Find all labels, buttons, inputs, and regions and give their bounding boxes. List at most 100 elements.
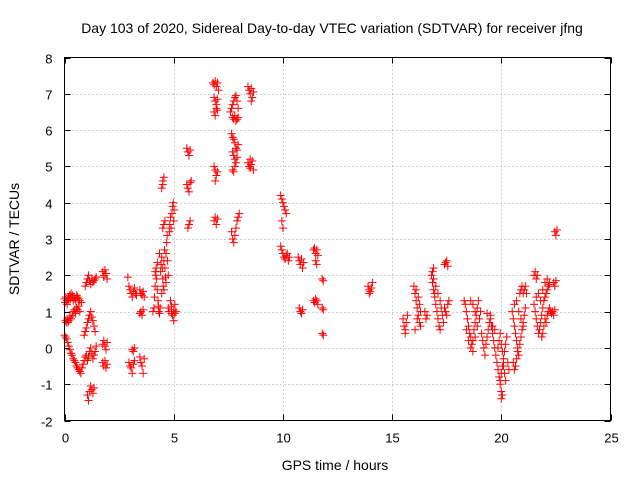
data-point bbox=[365, 289, 374, 298]
data-point bbox=[312, 260, 321, 269]
data-point bbox=[84, 271, 93, 280]
data-point bbox=[86, 343, 95, 352]
data-point bbox=[148, 307, 157, 316]
data-point bbox=[311, 256, 320, 265]
data-point bbox=[103, 338, 112, 347]
data-point bbox=[465, 329, 474, 338]
y-tick-label: 5 bbox=[45, 160, 52, 175]
data-point bbox=[510, 300, 519, 309]
data-point bbox=[540, 293, 549, 302]
data-point bbox=[514, 307, 523, 316]
data-point bbox=[510, 365, 519, 374]
data-point bbox=[139, 369, 148, 378]
data-point bbox=[477, 329, 486, 338]
data-point bbox=[468, 347, 477, 356]
data-point bbox=[100, 265, 109, 274]
data-point bbox=[532, 314, 541, 323]
data-point bbox=[282, 209, 291, 218]
data-point bbox=[498, 347, 507, 356]
data-point bbox=[213, 167, 222, 176]
data-point bbox=[464, 336, 473, 345]
data-point bbox=[276, 242, 285, 251]
data-point bbox=[531, 307, 540, 316]
data-point bbox=[282, 251, 291, 260]
data-point bbox=[497, 387, 506, 396]
data-point bbox=[442, 256, 451, 265]
data-point bbox=[466, 343, 475, 352]
data-point bbox=[298, 305, 307, 314]
data-point bbox=[513, 347, 522, 356]
data-point bbox=[318, 303, 327, 312]
data-point bbox=[313, 251, 322, 260]
data-point bbox=[310, 244, 319, 253]
data-point bbox=[184, 151, 193, 160]
data-point bbox=[466, 296, 475, 305]
data-point bbox=[486, 314, 495, 323]
data-point bbox=[184, 187, 193, 196]
data-point bbox=[210, 93, 219, 102]
data-point bbox=[235, 209, 244, 218]
data-point bbox=[213, 95, 222, 104]
data-point bbox=[88, 316, 97, 325]
data-point bbox=[68, 351, 77, 360]
data-point bbox=[136, 307, 145, 316]
data-point bbox=[530, 300, 539, 309]
data-point bbox=[72, 291, 81, 300]
data-point bbox=[281, 254, 290, 263]
data-point bbox=[80, 331, 89, 340]
data-point bbox=[69, 354, 78, 363]
data-point bbox=[76, 369, 85, 378]
data-point bbox=[138, 311, 147, 320]
data-point bbox=[532, 293, 541, 302]
data-point bbox=[186, 216, 195, 225]
data-point bbox=[411, 289, 420, 298]
data-point bbox=[64, 342, 73, 351]
data-point bbox=[492, 358, 501, 367]
data-point bbox=[82, 323, 91, 332]
data-point bbox=[471, 333, 480, 342]
data-point bbox=[278, 198, 287, 207]
data-point bbox=[65, 345, 74, 354]
data-point bbox=[421, 314, 430, 323]
data-point bbox=[284, 256, 293, 265]
data-point bbox=[234, 113, 243, 122]
data-point bbox=[130, 284, 139, 293]
data-point bbox=[230, 138, 239, 147]
data-point bbox=[430, 289, 439, 298]
y-tick-label: 1 bbox=[45, 306, 52, 321]
data-point bbox=[319, 331, 328, 340]
data-point bbox=[403, 311, 412, 320]
data-point bbox=[226, 107, 235, 116]
plot-frame bbox=[64, 57, 611, 421]
data-point bbox=[467, 340, 476, 349]
data-point bbox=[245, 86, 254, 95]
data-point bbox=[186, 178, 195, 187]
data-point bbox=[227, 129, 236, 138]
data-point bbox=[463, 314, 472, 323]
x-tick-label: 15 bbox=[385, 431, 399, 446]
data-point bbox=[233, 146, 242, 155]
data-point bbox=[483, 333, 492, 342]
data-point bbox=[100, 356, 109, 365]
data-point bbox=[490, 325, 499, 334]
data-point bbox=[228, 100, 237, 109]
data-point bbox=[212, 220, 221, 229]
data-point bbox=[318, 274, 327, 283]
data-point bbox=[87, 385, 96, 394]
data-point bbox=[140, 354, 149, 363]
data-point bbox=[153, 258, 162, 267]
data-point bbox=[311, 294, 320, 303]
data-point bbox=[127, 363, 136, 372]
data-point bbox=[128, 293, 137, 302]
data-point bbox=[427, 271, 436, 280]
data-point bbox=[510, 322, 519, 331]
data-point bbox=[138, 362, 147, 371]
data-point bbox=[522, 289, 531, 298]
data-point bbox=[515, 340, 524, 349]
data-point bbox=[84, 314, 93, 323]
data-point bbox=[401, 325, 410, 334]
data-point bbox=[159, 220, 168, 229]
y-axis-label: SDTVAR / TECUs bbox=[6, 183, 22, 295]
data-point bbox=[367, 284, 376, 293]
data-point bbox=[169, 316, 178, 325]
